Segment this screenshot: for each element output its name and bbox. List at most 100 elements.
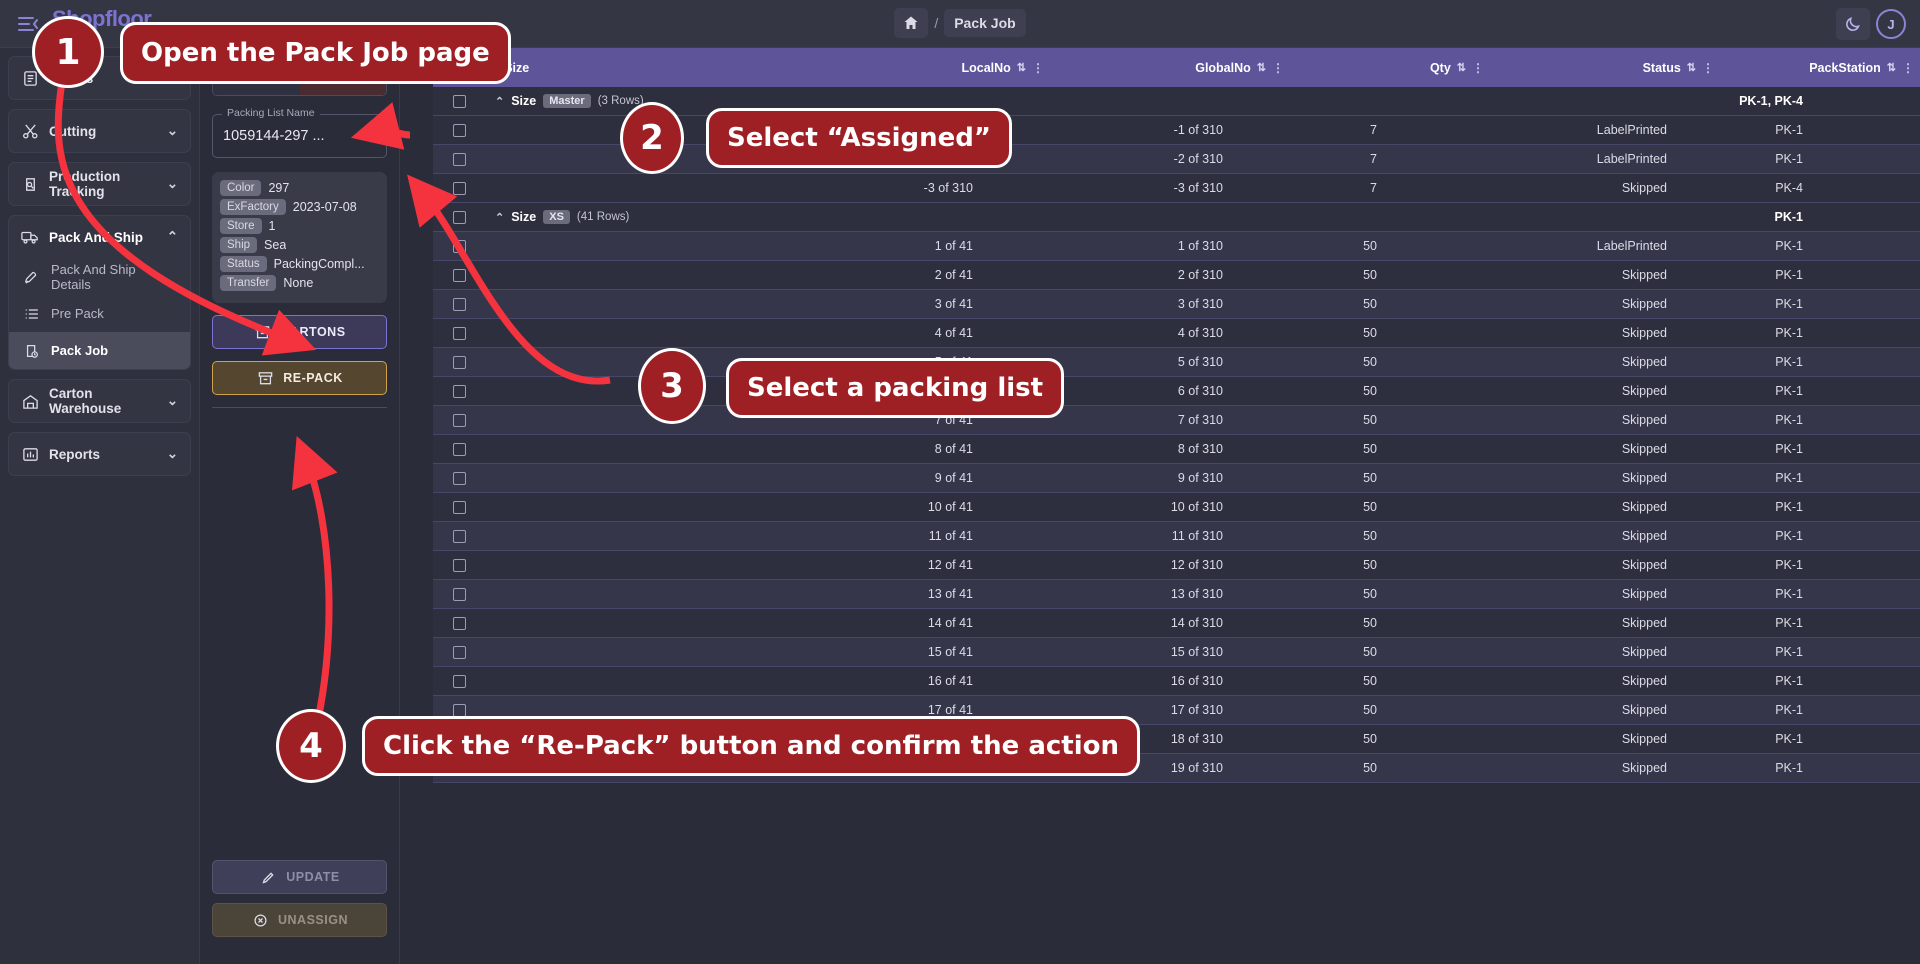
table-row[interactable]: 14 of 41 14 of 310 50 Skipped PK-1 — [433, 609, 1920, 638]
row-checkbox[interactable] — [433, 674, 485, 688]
table-row[interactable]: 1 of 41 1 of 310 50 LabelPrinted PK-1 — [433, 232, 1920, 261]
table-row[interactable]: 18 of 41 18 of 310 50 Skipped PK-1 — [433, 725, 1920, 754]
column-menu-icon[interactable]: ⋮ — [1272, 60, 1285, 75]
home-icon[interactable] — [894, 8, 929, 38]
row-checkbox[interactable] — [433, 732, 485, 746]
column-menu-icon[interactable]: ⋮ — [1472, 60, 1485, 75]
table-row[interactable]: 2 of 41 2 of 310 50 Skipped PK-1 — [433, 261, 1920, 290]
table-row[interactable]: -3 of 310 -3 of 310 7 Skipped PK-4 — [433, 174, 1920, 203]
row-checkbox[interactable] — [433, 500, 485, 514]
sidebar-item-reports[interactable]: Reports ⌄ — [8, 432, 191, 476]
row-checkbox[interactable] — [433, 558, 485, 572]
sidebar-item-pack-and-ship[interactable]: Pack And Ship ⌃ — [9, 216, 190, 258]
sidebar-item-orders[interactable]: Orders — [8, 56, 191, 100]
column-label-localno: LocalNo — [961, 60, 1011, 75]
row-checkbox[interactable] — [433, 471, 485, 485]
table-row[interactable]: 13 of 41 13 of 310 50 Skipped PK-1 — [433, 580, 1920, 609]
hamburger-menu-icon[interactable] — [14, 10, 42, 38]
assignment-tabs: UNASSIGNED ASSIGNED — [212, 58, 387, 96]
table-row[interactable]: 4 of 41 4 of 310 50 Skipped PK-1 — [433, 319, 1920, 348]
row-checkbox[interactable] — [433, 703, 485, 717]
row-checkbox[interactable] — [433, 123, 485, 137]
update-button[interactable]: UPDATE — [212, 860, 387, 894]
row-checkbox[interactable] — [433, 587, 485, 601]
row-checkbox[interactable] — [433, 239, 485, 253]
info-key-ship: Ship — [220, 237, 258, 253]
row-checkbox[interactable] — [433, 384, 485, 398]
avatar[interactable]: J — [1876, 9, 1906, 39]
table-group-row[interactable]: ⌃ Size XS (41 Rows) PK-1 — [433, 203, 1920, 232]
breadcrumb-current[interactable]: Pack Job — [944, 9, 1026, 37]
chevron-up-icon[interactable]: ⌃ — [495, 211, 505, 224]
column-header-size[interactable]: ⌃ Size — [485, 61, 785, 75]
row-checkbox[interactable] — [433, 210, 485, 224]
row-checkbox[interactable] — [433, 645, 485, 659]
repack-button[interactable]: RE-PACK — [212, 361, 387, 395]
column-header-packstation[interactable]: PackStation ⇅ ⋮ — [1715, 61, 1915, 75]
table-row[interactable]: 17 of 41 17 of 310 50 Skipped PK-1 — [433, 696, 1920, 725]
clipboard-clock-icon — [23, 342, 41, 360]
row-checkbox[interactable] — [433, 268, 485, 282]
column-menu-icon[interactable]: ⋮ — [1032, 60, 1045, 75]
column-header-globalno[interactable]: GlobalNo ⇅ ⋮ — [1045, 61, 1285, 75]
table-row[interactable]: 3 of 41 3 of 310 50 Skipped PK-1 — [433, 290, 1920, 319]
row-checkbox[interactable] — [433, 297, 485, 311]
table-group-row[interactable]: ⌃ Size Master (3 Rows) PK-1, PK-4 — [433, 87, 1920, 116]
sidebar-item-cutting[interactable]: Cutting ⌄ — [8, 109, 191, 153]
table-row[interactable]: 7 of 41 7 of 310 50 Skipped PK-1 — [433, 406, 1920, 435]
left-panel: UNASSIGNED ASSIGNED Packing List Name 10… — [200, 48, 400, 964]
moon-icon[interactable] — [1836, 8, 1870, 40]
table-row[interactable]: 8 of 41 8 of 310 50 Skipped PK-1 — [433, 435, 1920, 464]
unassign-button[interactable]: UNASSIGN — [212, 903, 387, 937]
tab-assigned[interactable]: ASSIGNED — [299, 59, 386, 95]
row-checkbox[interactable] — [433, 355, 485, 369]
table-row[interactable]: 9 of 41 9 of 310 50 Skipped PK-1 — [433, 464, 1920, 493]
sort-updown-icon[interactable]: ⇅ — [1886, 62, 1896, 74]
row-checkbox[interactable] — [433, 326, 485, 340]
row-checkbox[interactable] — [433, 413, 485, 427]
column-header-qty[interactable]: Qty ⇅ ⋮ — [1285, 61, 1485, 75]
column-header-localno[interactable]: LocalNo ⇅ ⋮ — [785, 61, 1045, 75]
cell-globalno: 17 of 310 — [1170, 703, 1223, 717]
table-row[interactable]: 15 of 41 15 of 310 50 Skipped PK-1 — [433, 638, 1920, 667]
column-header-status[interactable]: Status ⇅ ⋮ — [1485, 61, 1715, 75]
table-row[interactable]: 10 of 41 10 of 310 50 Skipped PK-1 — [433, 493, 1920, 522]
row-checkbox[interactable] — [433, 616, 485, 630]
table-row[interactable]: 6 of 41 6 of 310 50 Skipped PK-1 — [433, 377, 1920, 406]
cell-packstation: PK-1 — [1775, 152, 1803, 166]
table-row[interactable]: 5 of 41 5 of 310 50 Skipped PK-1 — [433, 348, 1920, 377]
cell-qty: 50 — [1363, 645, 1377, 659]
sort-updown-icon[interactable]: ⇅ — [1686, 62, 1696, 74]
sidebar-item-carton-warehouse[interactable]: Carton Warehouse ⌄ — [8, 379, 191, 423]
table-row[interactable]: -2 of 310 -2 of 310 7 LabelPrinted PK-1 — [433, 145, 1920, 174]
tab-unassigned[interactable]: UNASSIGNED — [213, 59, 300, 95]
table-row[interactable]: 11 of 41 11 of 310 50 Skipped PK-1 — [433, 522, 1920, 551]
cell-packstation: PK-1 — [1775, 297, 1803, 311]
sort-updown-icon[interactable]: ⇅ — [1456, 62, 1466, 74]
column-menu-icon[interactable]: ⋮ — [1902, 60, 1915, 75]
sort-updown-icon[interactable]: ⇅ — [1256, 62, 1266, 74]
select-all-checkbox[interactable] — [433, 61, 485, 74]
cell-globalno: 9 of 310 — [1177, 471, 1223, 485]
row-checkbox[interactable] — [433, 529, 485, 543]
sidebar-item-pre-pack[interactable]: Pre Pack — [9, 295, 190, 332]
table-row[interactable]: 16 of 41 16 of 310 50 Skipped PK-1 — [433, 667, 1920, 696]
table-row[interactable]: 12 of 41 12 of 310 50 Skipped PK-1 — [433, 551, 1920, 580]
cell-localno: -3 of 310 — [923, 181, 973, 195]
row-checkbox[interactable] — [433, 442, 485, 456]
row-checkbox[interactable] — [433, 94, 485, 108]
row-checkbox[interactable] — [433, 152, 485, 166]
cartons-button[interactable]: CARTONS — [212, 315, 387, 349]
column-menu-icon[interactable]: ⋮ — [1702, 60, 1715, 75]
sidebar-item-production-tracking[interactable]: Production Tracking ⌄ — [8, 162, 191, 206]
table-row[interactable]: 19 of 41 19 of 310 50 Skipped PK-1 — [433, 754, 1920, 783]
row-checkbox[interactable] — [433, 761, 485, 775]
sort-updown-icon[interactable]: ⇅ — [1016, 62, 1026, 74]
table-row[interactable]: -1 of 310 -1 of 310 7 LabelPrinted PK-1 — [433, 116, 1920, 145]
cell-localno: 13 of 41 — [927, 587, 973, 601]
packing-list-select[interactable]: Packing List Name 1059144-297 ... ▼ — [212, 107, 387, 158]
chevron-up-icon[interactable]: ⌃ — [495, 95, 505, 108]
sidebar-item-pack-and-ship-details[interactable]: Pack And Ship Details — [9, 258, 190, 295]
row-checkbox[interactable] — [433, 181, 485, 195]
sidebar-item-pack-job[interactable]: Pack Job — [9, 332, 190, 369]
